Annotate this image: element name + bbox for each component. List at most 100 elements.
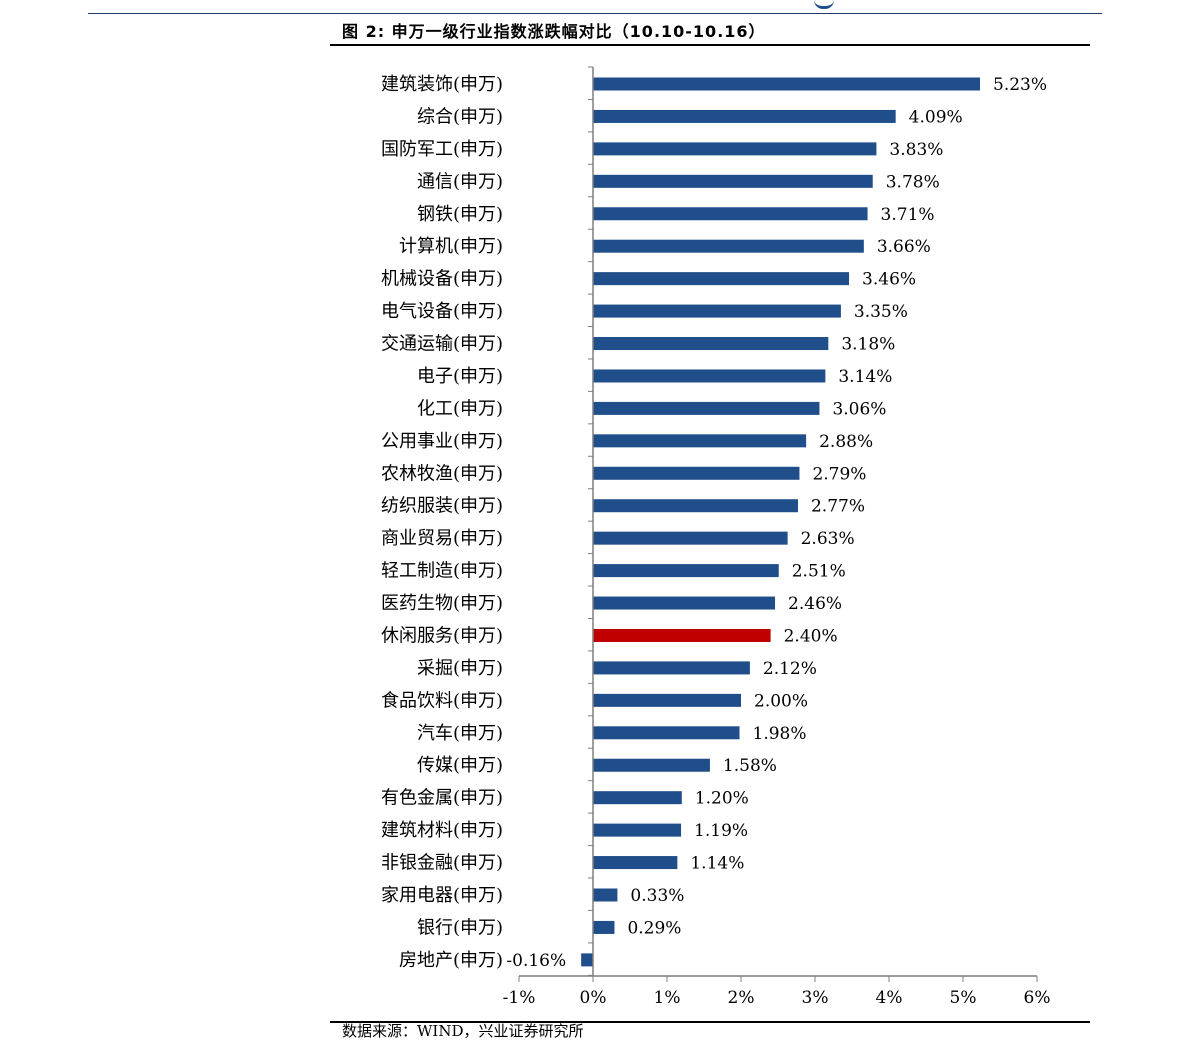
bar-24 (593, 856, 678, 870)
header-rule (88, 13, 1102, 14)
category-label: 传媒(申万) (417, 755, 503, 776)
category-label: 食品饮料(申万) (381, 690, 503, 711)
value-label: 3.18% (841, 335, 895, 355)
category-label: 采掘(申万) (417, 658, 503, 679)
x-tick-label: 5% (950, 988, 977, 1008)
value-label: -0.16% (506, 951, 566, 971)
value-label: 0.29% (627, 918, 681, 938)
data-source: 数据来源：WIND，兴业证券研究所 (342, 1022, 584, 1040)
bar-5 (593, 239, 864, 253)
value-label: 2.51% (792, 562, 846, 582)
value-label: 3.71% (881, 205, 935, 225)
bar-8 (593, 337, 829, 351)
value-label: 1.58% (723, 756, 777, 776)
bar-13 (593, 499, 798, 513)
category-label: 汽车(申万) (417, 723, 503, 744)
bar-0 (593, 77, 981, 91)
category-label: 家用电器(申万) (381, 885, 503, 906)
category-label: 轻工制造(申万) (381, 561, 503, 582)
bar-9 (593, 369, 826, 383)
value-label: 2.77% (811, 497, 865, 517)
bar-26 (593, 920, 615, 934)
value-label: 3.14% (838, 367, 892, 387)
category-label: 商业贸易(申万) (381, 528, 503, 549)
value-label: 2.79% (812, 464, 866, 484)
category-label: 建筑装饰(申万) (381, 74, 503, 95)
x-tick-label: -1% (503, 988, 536, 1008)
value-label: 2.12% (763, 659, 817, 679)
category-label: 交通运输(申万) (381, 334, 503, 355)
bar-2 (593, 142, 877, 156)
category-label: 综合(申万) (417, 106, 503, 127)
bar-20 (593, 726, 740, 740)
category-label: 电气设备(申万) (381, 301, 503, 322)
value-label: 2.88% (819, 432, 873, 452)
value-label: 1.20% (695, 789, 749, 809)
x-tick-label: 6% (1024, 988, 1051, 1008)
value-label: 4.09% (909, 107, 963, 127)
value-label: 2.46% (788, 594, 842, 614)
category-label: 休闲服务(申万) (381, 625, 503, 646)
value-label: 1.14% (690, 854, 744, 874)
bar-3 (593, 174, 873, 188)
value-label: 3.06% (832, 399, 886, 419)
value-label: 3.83% (889, 140, 943, 160)
value-label: 3.35% (854, 302, 908, 322)
x-tick-label: 0% (580, 988, 607, 1008)
value-label: 2.00% (754, 691, 808, 711)
category-label: 纺织服装(申万) (381, 496, 503, 517)
category-label: 有色金属(申万) (381, 788, 503, 809)
value-label: 1.19% (694, 821, 748, 841)
bar-17 (593, 628, 771, 642)
category-label: 钢铁(申万) (417, 204, 503, 225)
bar-18 (593, 661, 750, 675)
bar-11 (593, 434, 807, 448)
bars-group: 建筑装饰(申万) 5.23% 综合(申万) 4.09% 国防军工(申万) 3.83% 通信(… (381, 74, 1047, 971)
value-label: 2.40% (784, 626, 838, 646)
value-label: 3.66% (877, 237, 931, 257)
bar-7 (593, 304, 841, 318)
figure-title: 图 2: 申万一级行业指数涨跌幅对比（10.10-10.16） (342, 22, 766, 41)
bar-14 (593, 531, 788, 545)
bar-21 (593, 758, 710, 772)
footer-rule (330, 1021, 1090, 1023)
bar-23 (593, 823, 682, 837)
bar-27 (581, 953, 593, 967)
x-tick-label: 3% (802, 988, 829, 1008)
category-label: 农林牧渔(申万) (381, 463, 503, 484)
value-label: 5.23% (993, 75, 1047, 95)
category-label: 电子(申万) (417, 366, 503, 387)
category-label: 国防军工(申万) (381, 139, 503, 160)
category-label: 机械设备(申万) (381, 269, 503, 290)
category-label: 医药生物(申万) (381, 593, 503, 614)
bar-22 (593, 791, 682, 805)
x-tick-label: 1% (654, 988, 681, 1008)
category-label: 房地产(申万) (399, 950, 503, 971)
category-label: 建筑材料(申万) (381, 820, 503, 841)
bar-16 (593, 596, 776, 610)
category-label: 公用事业(申万) (381, 431, 503, 452)
category-label: 通信(申万) (417, 171, 503, 192)
x-tick-label: 2% (728, 988, 755, 1008)
category-label: 非银金融(申万) (381, 853, 503, 874)
bar-12 (593, 466, 800, 480)
bar-1 (593, 109, 896, 123)
bar-10 (593, 401, 820, 415)
value-label: 3.78% (886, 172, 940, 192)
value-label: 1.98% (753, 724, 807, 744)
category-label: 化工(申万) (417, 398, 503, 419)
title-rule (330, 44, 1090, 46)
bar-4 (593, 207, 868, 221)
bar-19 (593, 693, 741, 707)
x-tick-label: 4% (876, 988, 903, 1008)
bar-25 (593, 888, 618, 902)
value-label: 2.63% (801, 529, 855, 549)
axes-group: -1% 0% 1% 2% 3% 4% 5% 6% (503, 66, 1051, 1008)
category-label: 银行(申万) (417, 917, 503, 938)
bar-6 (593, 272, 850, 286)
logo-fragment (814, 0, 834, 9)
value-label: 3.46% (862, 270, 916, 290)
value-label: 0.33% (630, 886, 684, 906)
category-label: 计算机(申万) (399, 236, 503, 257)
